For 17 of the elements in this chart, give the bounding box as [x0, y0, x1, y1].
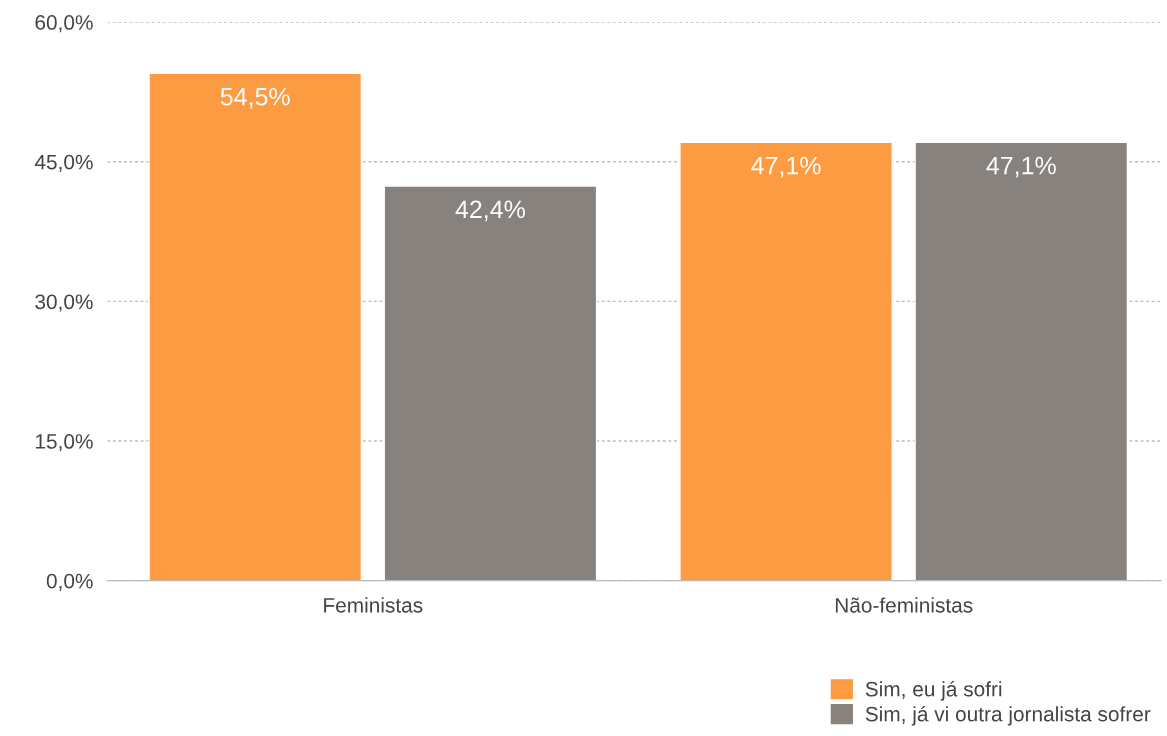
- y-tick-label: 30,0%: [35, 294, 93, 312]
- data-label: 54,5%: [220, 87, 290, 109]
- x-tick-label: Não-feministas: [835, 597, 973, 613]
- legend-label: Sim, eu já sofri: [865, 680, 1002, 701]
- bar: [914, 141, 1129, 581]
- legend-label: Sim, já vi outra jornalista sofrer: [865, 705, 1151, 726]
- x-tick-label: Feministas: [324, 597, 423, 613]
- y-tick-label: 0,0%: [46, 573, 93, 591]
- y-tick-label: 60,0%: [35, 15, 93, 33]
- data-label: 47,1%: [751, 156, 821, 178]
- bar: [679, 141, 893, 581]
- y-tick-label: 45,0%: [34, 154, 93, 172]
- bar: [148, 72, 363, 581]
- y-tick-label: 15,0%: [35, 434, 93, 452]
- data-label: 47,1%: [986, 156, 1056, 178]
- bar: [383, 185, 598, 581]
- data-label: 42,4%: [455, 200, 525, 222]
